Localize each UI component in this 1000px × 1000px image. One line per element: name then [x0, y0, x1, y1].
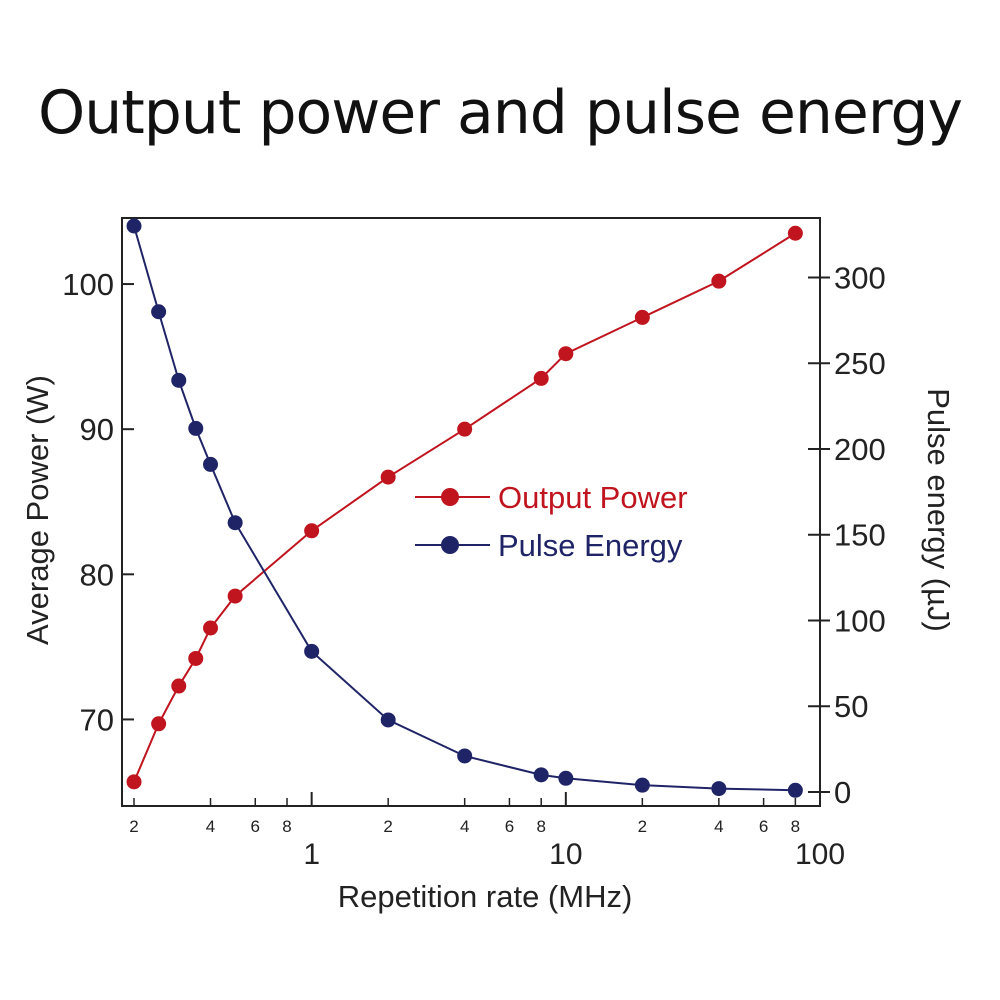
data-point — [304, 643, 320, 659]
data-point — [380, 469, 396, 485]
data-point — [634, 309, 650, 325]
data-point — [151, 304, 167, 320]
x-minor-tick-label: 8 — [282, 817, 291, 836]
x-major-tick-label: 1 — [303, 838, 320, 871]
y-right-tick-label: 0 — [834, 775, 851, 810]
y-left-tick-label: 100 — [62, 267, 114, 302]
legend: Output Power Pulse Energy — [415, 480, 688, 563]
x-minor-tick-label: 2 — [129, 817, 138, 836]
data-point — [126, 218, 142, 234]
x-minor-tick-label: 4 — [714, 817, 723, 836]
axis-ticks: 1 10 100 2 4 6 8 2 4 6 8 2 4 6 8 70 80 90 100 0 50 100 150 200 2… — [62, 260, 885, 871]
data-point — [457, 421, 473, 437]
x-minor-tick-label: 4 — [460, 817, 469, 836]
x-major-tick-label: 100 — [795, 838, 845, 871]
y-left-tick-label: 70 — [80, 702, 114, 737]
series-line-1 — [133, 225, 796, 792]
y-left-tick-label: 90 — [80, 412, 114, 447]
data-point — [533, 370, 549, 386]
y-right-tick-label: 50 — [834, 689, 868, 724]
data-point — [227, 515, 243, 531]
data-point — [203, 456, 219, 472]
data-point — [634, 777, 650, 793]
series-layer — [126, 218, 803, 798]
y-right-tick-label: 250 — [834, 346, 886, 381]
data-point — [533, 767, 549, 783]
y-axis-right-title: Pulse energy (µJ) — [921, 388, 956, 632]
chart-title: Output power and pulse energy — [37, 78, 963, 148]
y-right-tick-label: 150 — [834, 518, 886, 553]
y-left-tick-label: 80 — [80, 557, 114, 592]
legend-marker — [441, 536, 459, 554]
data-point — [457, 748, 473, 764]
data-point — [380, 712, 396, 728]
x-minor-tick-label: 6 — [251, 817, 260, 836]
series-line-0 — [133, 232, 796, 783]
x-major-tick-label: 10 — [549, 838, 582, 871]
data-point — [711, 273, 727, 289]
x-minor-tick-label: 2 — [638, 817, 647, 836]
data-point — [787, 782, 803, 798]
data-point — [787, 225, 803, 241]
data-point — [188, 650, 204, 666]
x-minor-tick-label: 2 — [383, 817, 392, 836]
legend-marker — [441, 488, 459, 506]
legend-label: Pulse Energy — [498, 528, 683, 563]
data-point — [227, 588, 243, 604]
data-point — [304, 523, 320, 539]
x-minor-tick-label: 4 — [206, 817, 215, 836]
data-point — [171, 678, 187, 694]
x-minor-tick-label: 8 — [791, 817, 800, 836]
x-axis-title: Repetition rate (MHz) — [338, 879, 633, 914]
y-right-tick-label: 200 — [834, 432, 886, 467]
data-point — [711, 781, 727, 797]
legend-label: Output Power — [498, 480, 688, 515]
y-right-tick-label: 300 — [834, 260, 886, 295]
y-right-tick-label: 100 — [834, 603, 886, 638]
data-point — [151, 716, 167, 732]
data-point — [558, 346, 574, 362]
data-point — [126, 774, 142, 790]
data-point — [203, 620, 219, 636]
data-point — [171, 372, 187, 388]
y-axis-left-title: Average Power (W) — [20, 375, 55, 645]
plot-frame — [121, 217, 821, 807]
x-minor-tick-label: 6 — [759, 817, 768, 836]
data-point — [558, 770, 574, 786]
plot-border — [121, 217, 821, 807]
data-point — [188, 420, 204, 436]
x-minor-tick-label: 8 — [536, 817, 545, 836]
x-minor-tick-label: 6 — [505, 817, 514, 836]
